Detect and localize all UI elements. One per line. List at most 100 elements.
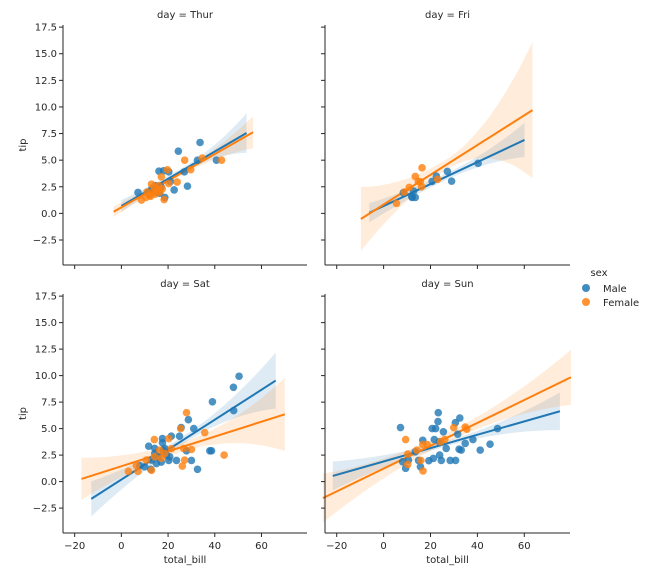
- data-point-female: [436, 438, 445, 446]
- data-point-male: [461, 439, 470, 448]
- panel-title: day = Sun: [421, 279, 473, 290]
- data-point-female: [167, 444, 176, 453]
- data-point-male: [431, 424, 440, 433]
- data-point-male: [189, 424, 198, 433]
- data-point-female: [179, 444, 188, 453]
- facet-panel: day = Fri: [321, 10, 570, 269]
- data-point-male: [172, 456, 181, 465]
- x-axis-label: total_bill: [164, 555, 207, 566]
- x-tick-label: 20: [162, 541, 175, 552]
- x-tick-label: 0: [118, 541, 124, 552]
- data-point-male: [439, 427, 448, 436]
- data-point-female: [134, 467, 142, 476]
- data-point-male: [408, 193, 417, 202]
- x-tick-label: 60: [518, 541, 531, 552]
- data-point-male: [469, 435, 477, 444]
- data-point-male: [187, 456, 196, 465]
- data-point-male: [453, 430, 462, 439]
- data-point-male: [476, 446, 485, 454]
- data-point-male: [235, 372, 243, 381]
- data-point-female: [147, 466, 156, 475]
- data-point-female: [132, 461, 141, 470]
- y-tick-label: 0.0: [41, 209, 57, 220]
- y-tick-label: 15.0: [35, 318, 57, 329]
- data-point-female: [154, 181, 163, 190]
- x-tick-label: 40: [471, 541, 484, 552]
- data-point-male: [446, 456, 454, 465]
- facet-panel: day = Thur −2.5 0.0 2.5 5.0 7.5 10.0 12.5 15.0 17…: [18, 10, 307, 269]
- legend: sex Male Female: [582, 268, 639, 309]
- data-point-male: [451, 456, 460, 465]
- data-point-female: [418, 164, 426, 172]
- regression-line-male: [332, 410, 561, 477]
- legend-title: sex: [590, 268, 607, 279]
- ci-band-female: [360, 42, 533, 251]
- data-point-female: [200, 428, 209, 437]
- data-point-female: [433, 175, 442, 184]
- y-axis-label: tip: [18, 138, 29, 151]
- y-tick-label: −2.5: [33, 504, 57, 515]
- data-point-female: [403, 460, 412, 469]
- y-tick-label: 12.5: [35, 345, 57, 356]
- regression-line-male: [368, 139, 525, 214]
- y-tick-label: 2.5: [41, 451, 57, 462]
- regression-line-male: [90, 379, 277, 500]
- data-point-female: [160, 195, 168, 204]
- legend-marker-male: [582, 284, 590, 292]
- data-point-male: [447, 177, 456, 185]
- data-point-female: [157, 454, 166, 463]
- data-point-male: [170, 186, 178, 194]
- data-point-female: [417, 456, 425, 465]
- data-point-male: [434, 408, 443, 417]
- data-point-female: [173, 178, 181, 186]
- x-axis-label: total_bill: [426, 555, 469, 566]
- data-point-female: [150, 452, 159, 461]
- data-point-male: [193, 465, 202, 474]
- data-point-female: [217, 156, 226, 164]
- y-axis-label: tip: [18, 407, 29, 420]
- data-point-male: [425, 456, 433, 465]
- data-point-female: [142, 456, 151, 464]
- data-point-male: [442, 444, 451, 453]
- data-point-male: [207, 447, 216, 455]
- facet-panel: day = Sun −20 0 20 40 60 total_bill: [321, 279, 572, 566]
- y-tick-label: 10.0: [35, 371, 57, 382]
- data-point-female: [180, 156, 189, 164]
- data-point-female: [198, 154, 206, 162]
- x-tick-label: 60: [255, 541, 268, 552]
- data-point-female: [186, 165, 195, 174]
- x-tick-label: 0: [380, 541, 386, 552]
- data-point-female: [413, 446, 421, 454]
- y-tick-label: 5.0: [41, 424, 57, 435]
- data-point-female: [157, 172, 166, 181]
- data-point-male: [144, 442, 153, 450]
- data-point-male: [183, 182, 192, 190]
- data-point-female: [182, 408, 191, 417]
- data-point-female: [180, 456, 189, 464]
- regression-line-female: [360, 109, 534, 220]
- data-point-male: [134, 188, 142, 197]
- y-tick-label: 2.5: [41, 182, 57, 193]
- data-point-female: [419, 467, 427, 475]
- panel-title: day = Thur: [157, 10, 214, 21]
- data-point-female: [401, 435, 410, 444]
- data-point-male: [229, 383, 238, 392]
- data-point-female: [187, 445, 196, 454]
- data-point-female: [400, 188, 409, 196]
- data-point-female: [164, 434, 173, 443]
- data-point-female: [178, 462, 187, 470]
- y-tick-label: 12.5: [35, 76, 57, 87]
- data-point-male: [457, 446, 466, 454]
- data-point-female: [146, 192, 155, 201]
- x-tick-label: −20: [326, 541, 347, 552]
- y-tick-label: 0.0: [41, 477, 57, 488]
- data-point-female: [176, 424, 185, 433]
- data-point-male: [474, 159, 482, 168]
- data-point-male: [140, 462, 149, 471]
- data-point-male: [196, 138, 204, 147]
- data-point-female: [164, 179, 173, 188]
- x-tick-label: 40: [208, 541, 221, 552]
- data-point-female: [449, 423, 458, 432]
- legend-label-female: Female: [603, 298, 639, 309]
